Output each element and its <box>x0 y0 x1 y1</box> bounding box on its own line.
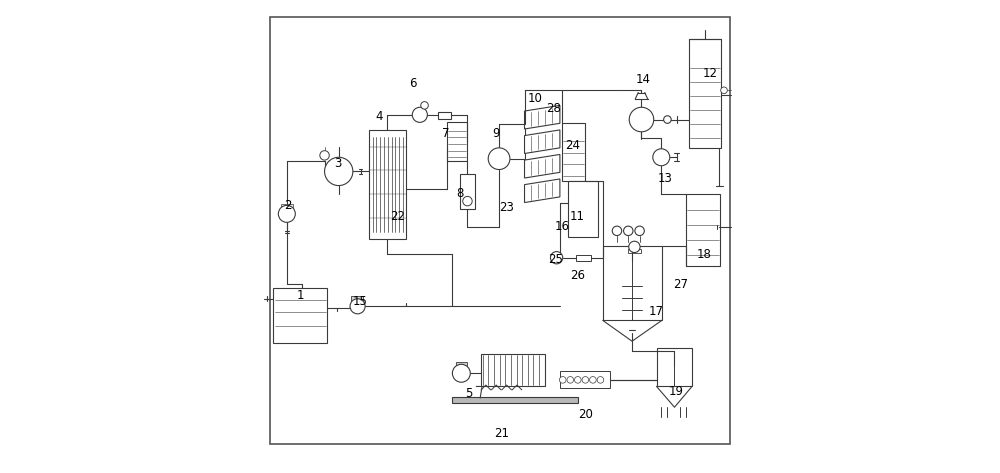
Circle shape <box>559 377 566 383</box>
Polygon shape <box>525 179 560 202</box>
Bar <box>369 131 406 239</box>
Polygon shape <box>525 130 560 154</box>
Bar <box>281 204 293 210</box>
Bar <box>560 371 610 388</box>
Text: 28: 28 <box>546 102 561 115</box>
Circle shape <box>463 196 472 206</box>
Circle shape <box>452 364 470 382</box>
Bar <box>273 289 327 342</box>
Bar <box>456 362 467 368</box>
Circle shape <box>629 241 640 253</box>
Polygon shape <box>525 105 560 129</box>
Bar <box>686 194 720 266</box>
Text: 1: 1 <box>296 289 304 302</box>
Text: 19: 19 <box>669 385 684 398</box>
Circle shape <box>624 226 633 236</box>
Text: 18: 18 <box>697 248 712 261</box>
Text: 25: 25 <box>548 253 563 266</box>
Text: 3: 3 <box>334 157 341 170</box>
Bar <box>689 39 721 148</box>
Text: 22: 22 <box>391 210 406 223</box>
Bar <box>628 249 641 254</box>
Text: 11: 11 <box>570 210 585 223</box>
Circle shape <box>575 377 581 383</box>
Text: 23: 23 <box>499 201 514 214</box>
Text: 26: 26 <box>570 269 585 282</box>
Circle shape <box>629 107 654 132</box>
Circle shape <box>350 299 365 314</box>
Text: 27: 27 <box>674 278 689 291</box>
Circle shape <box>582 377 589 383</box>
Text: 13: 13 <box>658 173 673 185</box>
Circle shape <box>320 151 329 160</box>
Text: 6: 6 <box>409 77 417 90</box>
Text: 10: 10 <box>527 92 542 105</box>
Circle shape <box>278 205 295 222</box>
Text: 21: 21 <box>494 427 509 440</box>
Polygon shape <box>525 155 560 178</box>
Bar <box>603 246 662 320</box>
Text: 5: 5 <box>465 386 472 400</box>
Text: 7: 7 <box>442 127 450 140</box>
Bar <box>576 255 591 261</box>
Text: 14: 14 <box>636 73 651 87</box>
Circle shape <box>412 107 427 123</box>
Bar <box>568 181 598 237</box>
Text: 8: 8 <box>457 187 464 200</box>
Text: 9: 9 <box>492 127 499 140</box>
Circle shape <box>567 377 574 383</box>
Text: 12: 12 <box>703 67 718 80</box>
Circle shape <box>550 252 563 264</box>
Text: 4: 4 <box>375 110 383 123</box>
Circle shape <box>597 377 604 383</box>
Circle shape <box>664 116 671 123</box>
Bar <box>447 123 467 161</box>
Circle shape <box>635 226 644 236</box>
Circle shape <box>421 102 428 109</box>
Bar <box>438 112 451 119</box>
Circle shape <box>721 87 727 94</box>
Bar <box>562 123 585 181</box>
Text: 17: 17 <box>649 305 664 317</box>
Bar <box>351 296 363 302</box>
Bar <box>460 174 475 209</box>
Circle shape <box>325 157 353 185</box>
Circle shape <box>653 149 670 166</box>
Text: 15: 15 <box>353 295 368 308</box>
Circle shape <box>488 148 510 169</box>
Bar <box>657 348 692 386</box>
Bar <box>452 397 578 403</box>
Circle shape <box>612 226 622 236</box>
Bar <box>481 354 545 386</box>
Text: 20: 20 <box>578 408 593 421</box>
Circle shape <box>590 377 596 383</box>
Text: 24: 24 <box>565 140 580 152</box>
Text: 2: 2 <box>284 199 292 212</box>
Text: 16: 16 <box>554 219 569 233</box>
